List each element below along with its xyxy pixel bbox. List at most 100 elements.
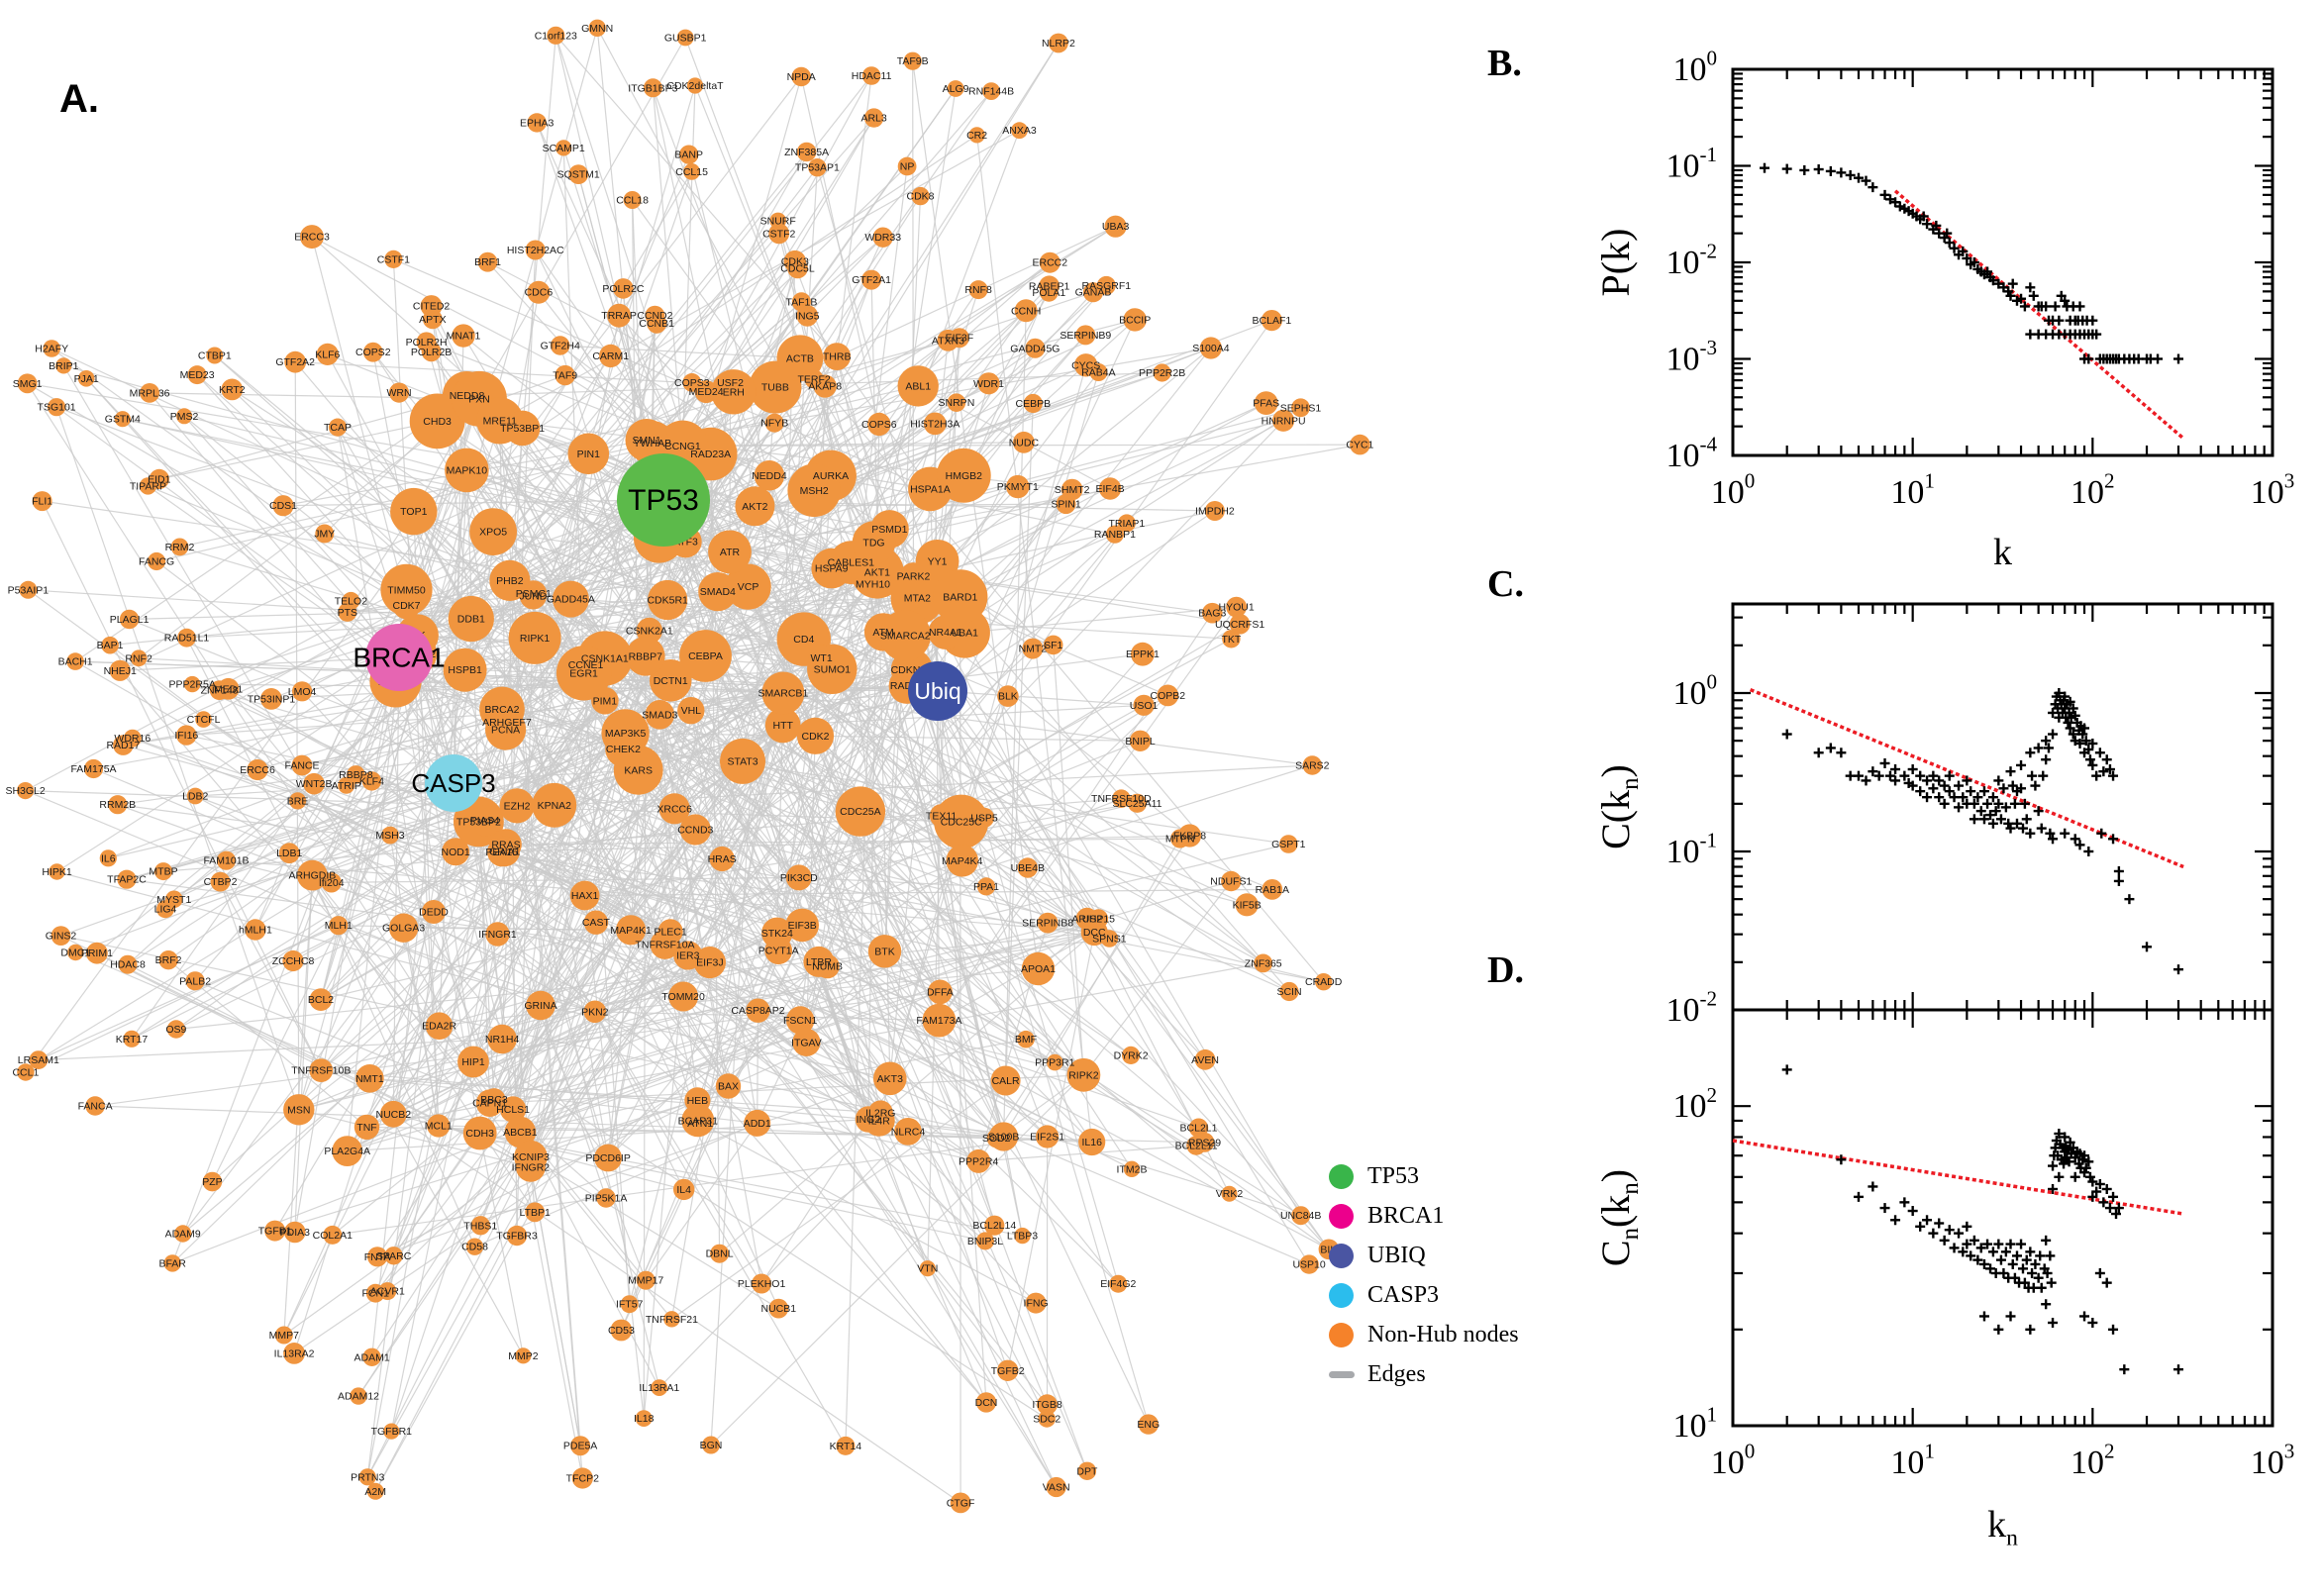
network-node[interactable] — [698, 572, 738, 612]
network-node[interactable] — [1222, 630, 1241, 648]
network-node[interactable] — [462, 1116, 497, 1150]
network-node[interactable] — [32, 491, 52, 512]
network-node[interactable] — [1131, 642, 1155, 666]
network-node[interactable] — [291, 754, 313, 776]
network-node[interactable] — [1221, 1185, 1238, 1202]
network-node[interactable] — [148, 551, 166, 571]
network-node[interactable] — [174, 1225, 192, 1243]
network-node[interactable] — [482, 1088, 506, 1111]
network-node[interactable] — [526, 990, 556, 1021]
network-node[interactable] — [764, 707, 801, 744]
network-node[interactable] — [470, 1216, 490, 1236]
network-node[interactable] — [1170, 829, 1190, 848]
network-node[interactable] — [445, 448, 489, 493]
network-node[interactable] — [929, 804, 954, 828]
network-node[interactable] — [260, 688, 282, 710]
network-node[interactable] — [1039, 251, 1060, 273]
network-node[interactable] — [796, 717, 835, 754]
network-node[interactable] — [388, 382, 410, 403]
network-node[interactable] — [648, 579, 688, 621]
network-node[interactable] — [519, 582, 548, 610]
network-node[interactable] — [679, 630, 732, 682]
network-node[interactable] — [362, 342, 383, 362]
network-node[interactable] — [976, 877, 996, 896]
network-node[interactable] — [1037, 1394, 1058, 1416]
network-node[interactable] — [50, 926, 71, 946]
network-node[interactable] — [284, 350, 307, 373]
network-node[interactable] — [569, 880, 600, 911]
network-node[interactable] — [570, 1436, 591, 1456]
network-node[interactable] — [379, 1100, 407, 1128]
network-node[interactable] — [583, 1000, 607, 1024]
network-node[interactable] — [1078, 1128, 1106, 1156]
network-node[interactable] — [366, 1482, 384, 1500]
network-node[interactable] — [616, 915, 647, 946]
network-node[interactable] — [427, 1114, 451, 1138]
network-node[interactable] — [487, 1024, 517, 1054]
network-node[interactable] — [785, 864, 812, 891]
network-node[interactable] — [681, 1104, 715, 1138]
network-node[interactable] — [1123, 1160, 1141, 1178]
network-node[interactable] — [620, 1295, 639, 1314]
network-node[interactable] — [49, 863, 65, 880]
network-node[interactable] — [99, 849, 117, 867]
network-node[interactable] — [479, 686, 525, 733]
network-node[interactable] — [613, 278, 634, 299]
network-node[interactable] — [315, 524, 335, 544]
network-node[interactable] — [976, 1232, 994, 1250]
network-node[interactable] — [1017, 857, 1039, 878]
network-node[interactable] — [693, 947, 727, 979]
network-node[interactable] — [950, 1492, 971, 1514]
network-node[interactable] — [1043, 635, 1063, 655]
network-node[interactable] — [1098, 477, 1122, 500]
network-node[interactable] — [919, 1260, 936, 1277]
network-node[interactable] — [711, 369, 757, 415]
network-node[interactable] — [1082, 282, 1104, 303]
network-node[interactable] — [43, 340, 60, 357]
network-node[interactable] — [599, 344, 623, 368]
network-node[interactable] — [409, 393, 465, 449]
network-node[interactable] — [176, 408, 193, 425]
network-node[interactable] — [852, 521, 896, 564]
network-node[interactable] — [300, 225, 324, 249]
network-node[interactable] — [551, 336, 570, 355]
network-node[interactable] — [635, 1410, 653, 1427]
network-node[interactable] — [949, 328, 969, 349]
network-node[interactable] — [823, 343, 852, 370]
network-node[interactable] — [1199, 337, 1222, 359]
network-node[interactable] — [1254, 953, 1273, 973]
network-node[interactable] — [392, 591, 421, 620]
network-node[interactable] — [347, 765, 365, 784]
network-node[interactable] — [504, 1116, 537, 1148]
network-node[interactable] — [997, 685, 1019, 707]
network-node[interactable] — [1221, 870, 1242, 892]
network-node[interactable] — [383, 1423, 400, 1440]
network-node[interactable] — [928, 615, 963, 649]
network-node[interactable] — [752, 1273, 772, 1294]
network-node[interactable] — [796, 142, 817, 162]
network-node[interactable] — [966, 1148, 991, 1173]
network-node[interactable] — [764, 937, 793, 965]
network-node[interactable] — [1047, 1053, 1063, 1071]
network-node[interactable] — [1038, 1410, 1056, 1428]
network-node[interactable] — [761, 671, 805, 715]
network-node[interactable] — [928, 979, 953, 1005]
network-node[interactable] — [1127, 793, 1148, 813]
network-node[interactable] — [515, 1347, 532, 1364]
network-node[interactable] — [532, 782, 577, 828]
network-node[interactable] — [361, 771, 382, 791]
network-node[interactable] — [329, 916, 349, 936]
network-node[interactable] — [118, 954, 138, 974]
hub-node-casp3[interactable]: CASP3 — [411, 754, 496, 812]
network-node[interactable] — [425, 1012, 454, 1040]
network-node[interactable] — [679, 814, 711, 846]
network-node[interactable] — [272, 495, 294, 517]
network-node[interactable] — [709, 846, 735, 872]
network-node[interactable] — [297, 859, 328, 891]
network-node[interactable] — [583, 910, 609, 935]
network-node[interactable] — [933, 569, 988, 625]
network-node[interactable] — [1109, 1274, 1128, 1293]
network-node[interactable] — [768, 223, 790, 245]
network-node[interactable] — [903, 51, 922, 70]
network-node[interactable] — [1039, 275, 1060, 297]
